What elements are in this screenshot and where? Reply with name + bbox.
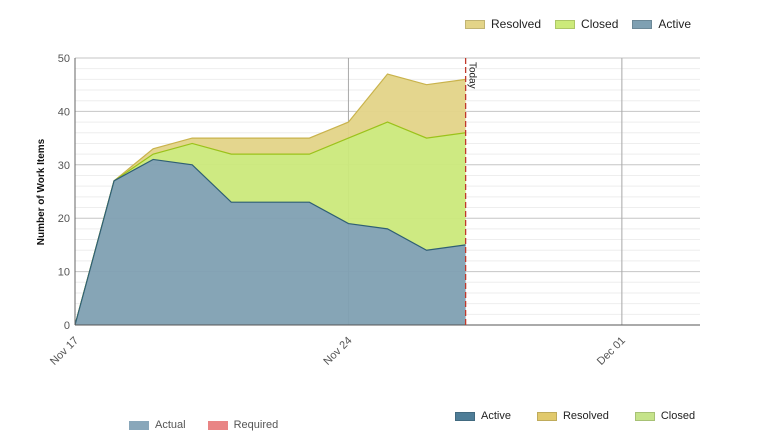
y-tick-label: 0 [64,320,70,332]
legend-item-closed[interactable]: Closed [634,410,696,422]
legend-item-active[interactable]: Active [455,410,511,422]
x-tick-label: Dec 01 [595,335,628,368]
y-axis-label: Number of Work Items [36,138,47,245]
line-closed [74,121,466,326]
y-tick-label: 40 [58,106,70,118]
legend-label: Required [233,419,279,431]
legend-swatch-resolved [465,19,485,29]
legend-swatch-active [632,19,653,29]
legend-swatch-actual [129,420,149,430]
legend-label: Closed [581,17,619,31]
legend-item-actual[interactable]: Actual [129,419,186,431]
legend-swatch-required [207,420,228,430]
y-tick-label: 30 [58,160,70,172]
legend-swatch-resolved [536,411,557,421]
legend-item-resolved[interactable]: Resolved [536,410,609,422]
legend-label: Active [658,17,692,31]
y-tick-label: 50 [58,53,70,65]
legend-swatch-closed [555,19,576,29]
legend-bottom-left: Actual Required [129,419,300,431]
legend-label: Resolved [562,410,609,422]
x-tick-label: Nov 17 [48,335,81,368]
area-active [75,159,466,325]
y-tick-label: 10 [58,267,70,279]
legend-label: Active [481,410,511,422]
today-label: Today [467,62,478,89]
line-active [74,158,466,326]
legend-item-resolved[interactable]: Resolved [465,17,541,31]
line-resolved [74,73,466,326]
x-tick-label: Nov 24 [321,335,354,368]
legend-bottom-right: Active Resolved Closed [455,410,721,422]
area-closed [75,122,466,325]
legend-item-closed[interactable]: Closed [555,17,618,31]
chart-areas [74,73,466,326]
legend-item-active[interactable]: Active [632,17,691,31]
y-tick-label: 20 [58,213,70,225]
legend-label: Resolved [491,17,542,31]
today-marker: Today [464,58,478,325]
area-resolved [75,74,466,326]
legend-item-required[interactable]: Required [207,419,279,431]
legend-label: Actual [155,419,186,431]
legend-label: Closed [660,410,696,422]
legend-top: Resolved Closed Active [465,17,705,31]
legend-swatch-active [455,411,475,421]
legend-swatch-closed [634,411,655,421]
